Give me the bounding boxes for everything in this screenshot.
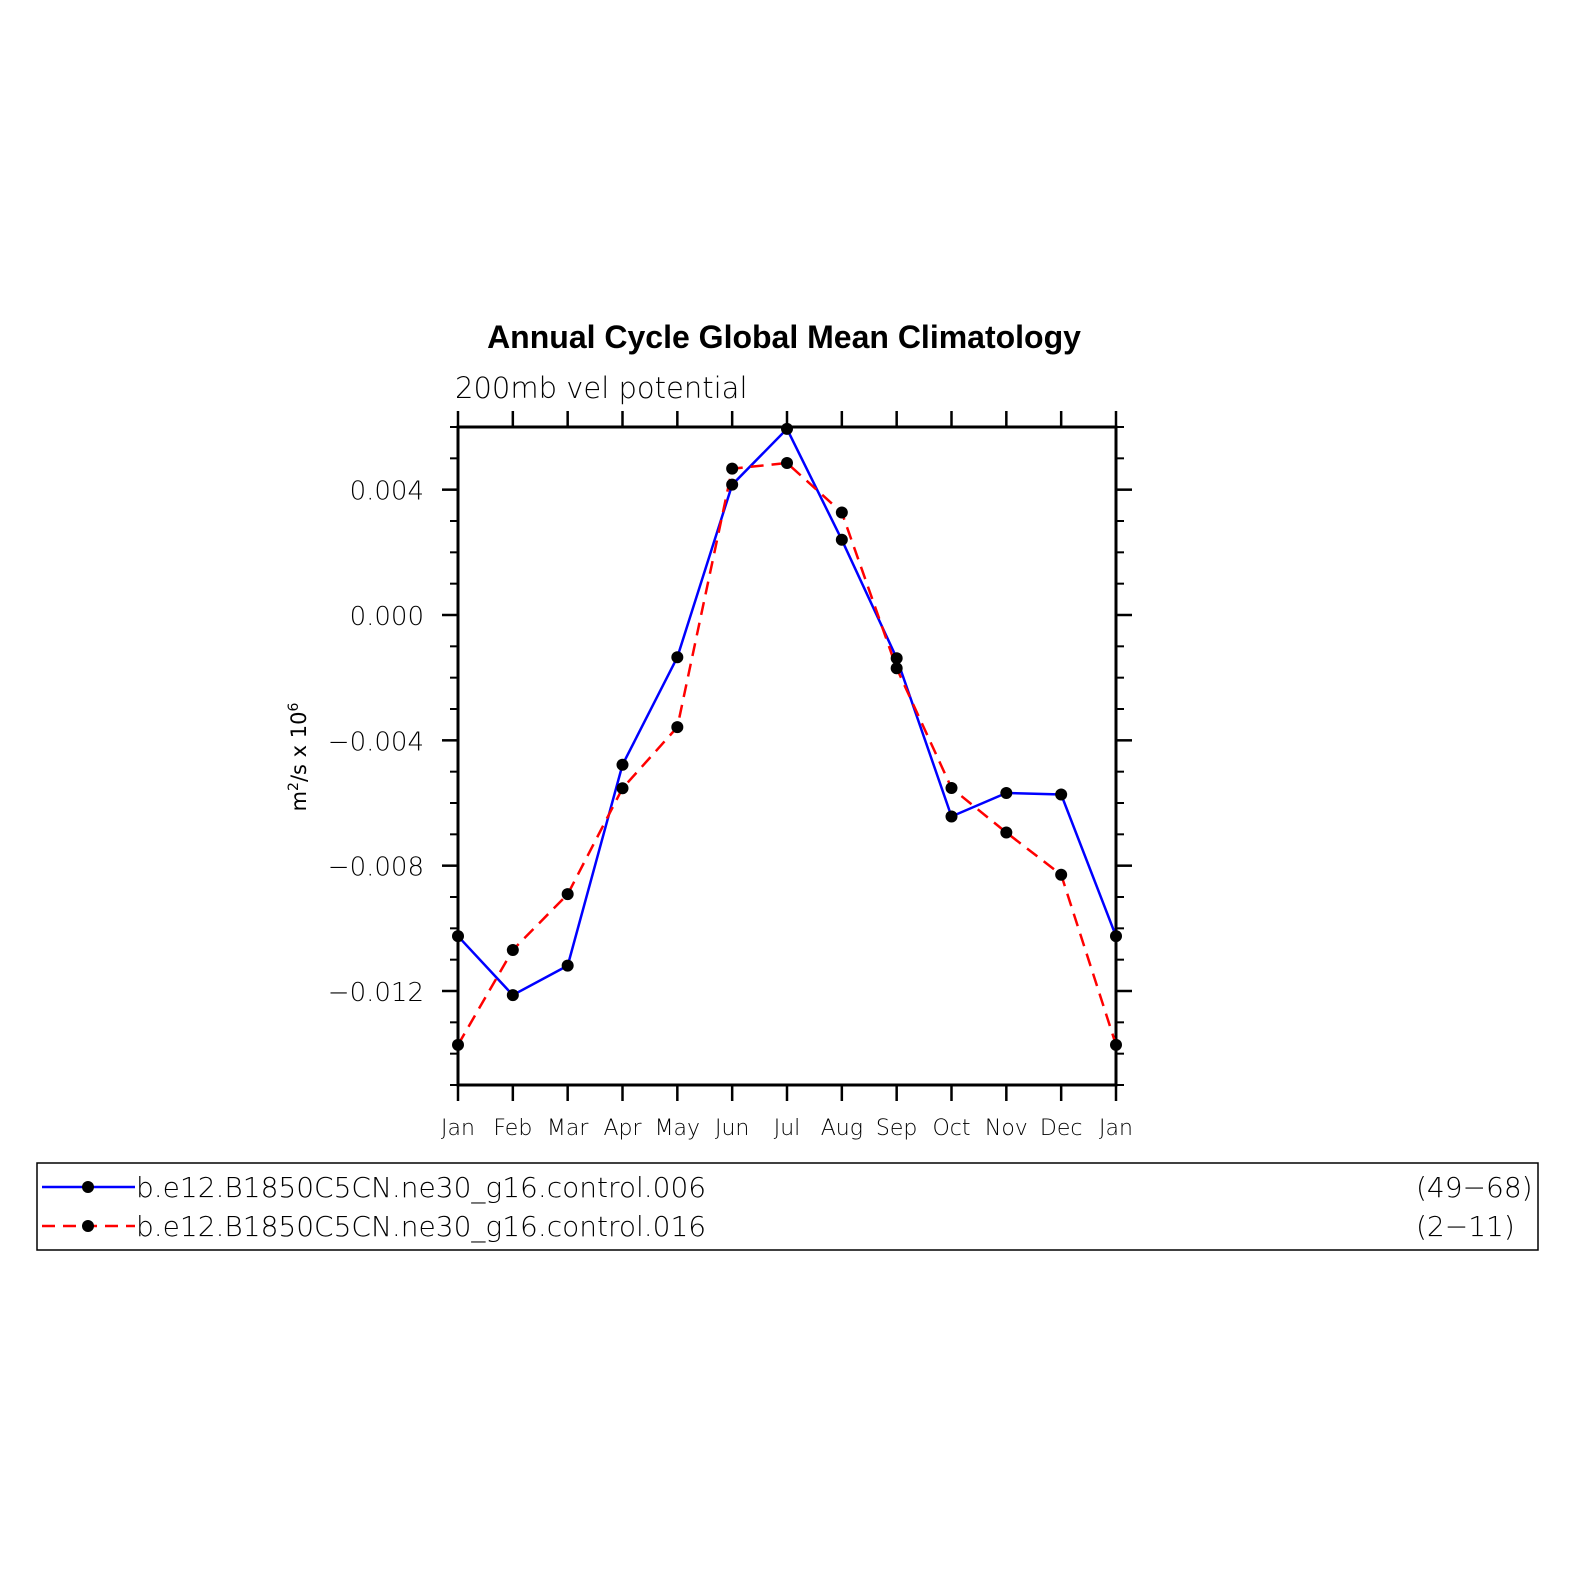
- series-line: [457, 426, 1118, 997]
- legend-years: (49−68): [1416, 1171, 1533, 1204]
- data-point: [616, 782, 629, 795]
- x-tick-label: Feb: [493, 1116, 532, 1141]
- data-point: [506, 989, 519, 1002]
- x-tick-label: Jul: [774, 1116, 801, 1141]
- data-point: [945, 781, 958, 794]
- data-point: [452, 1038, 464, 1051]
- legend-label: b.e12.B1850C5CN.ne30_g16.control.016: [136, 1210, 706, 1244]
- legend-box: [36, 1162, 1539, 1251]
- data-point: [890, 662, 903, 675]
- data-point: [726, 478, 739, 491]
- data-point: [561, 888, 574, 901]
- legend-marker: [82, 1181, 94, 1193]
- x-tick-label: May: [655, 1116, 700, 1141]
- data-point: [1110, 930, 1122, 943]
- x-tick-label: Nov: [985, 1116, 1028, 1141]
- legend-years: (2−11): [1416, 1210, 1515, 1243]
- ticks-layer: Jan Feb Mar Apr May Jun Jul Aug Sep Oct Nov Dec Jan 0…: [328, 411, 1133, 1141]
- series-line: [456, 461, 1118, 1046]
- data-point: [835, 533, 848, 546]
- data-point: [781, 457, 793, 470]
- chart-subtitle: 200mb vel potential: [455, 371, 748, 405]
- data-point: [726, 462, 739, 475]
- x-tick-label: Jan: [1099, 1116, 1133, 1141]
- y-tick-label: 0.000: [350, 602, 424, 632]
- data-point: [945, 810, 958, 823]
- data-point: [1000, 786, 1013, 799]
- data-point: [561, 959, 574, 972]
- data-point: [1055, 868, 1068, 881]
- x-tick-label: Jun: [715, 1116, 749, 1141]
- x-tick-label: Dec: [1040, 1116, 1083, 1141]
- data-point: [781, 422, 793, 435]
- x-tick-label: Mar: [547, 1116, 589, 1141]
- x-tick-label: Apr: [603, 1116, 642, 1141]
- series-layer: [452, 422, 1122, 1051]
- data-point: [1110, 1038, 1122, 1051]
- x-tick-label: Aug: [821, 1116, 863, 1141]
- x-tick-label: Sep: [876, 1116, 917, 1141]
- legend: b.e12.B1850C5CN.ne30_g16.control.006 (49−…: [36, 1162, 1539, 1251]
- data-point: [506, 943, 519, 956]
- data-point: [890, 652, 903, 665]
- data-point: [835, 506, 848, 519]
- chart-title: Annual Cycle Global Mean Climatology: [487, 319, 1081, 355]
- data-point: [452, 930, 464, 943]
- data-point: [616, 758, 629, 771]
- y-tick-label: 0.004: [350, 477, 424, 507]
- y-tick-label: −0.012: [328, 978, 424, 1008]
- plot-frame: [456, 425, 1118, 1087]
- y-tick-label: −0.008: [328, 853, 424, 883]
- y-tick-label: −0.004: [328, 727, 424, 757]
- data-point: [671, 651, 684, 664]
- x-tick-label: Oct: [932, 1116, 970, 1141]
- y-axis-label: m2/s x 106: [286, 703, 311, 812]
- x-tick-label: Jan: [441, 1116, 475, 1141]
- data-point: [671, 721, 684, 734]
- data-point: [1055, 788, 1068, 801]
- legend-marker: [82, 1220, 94, 1232]
- legend-label: b.e12.B1850C5CN.ne30_g16.control.006: [136, 1171, 706, 1205]
- data-point: [1000, 826, 1013, 839]
